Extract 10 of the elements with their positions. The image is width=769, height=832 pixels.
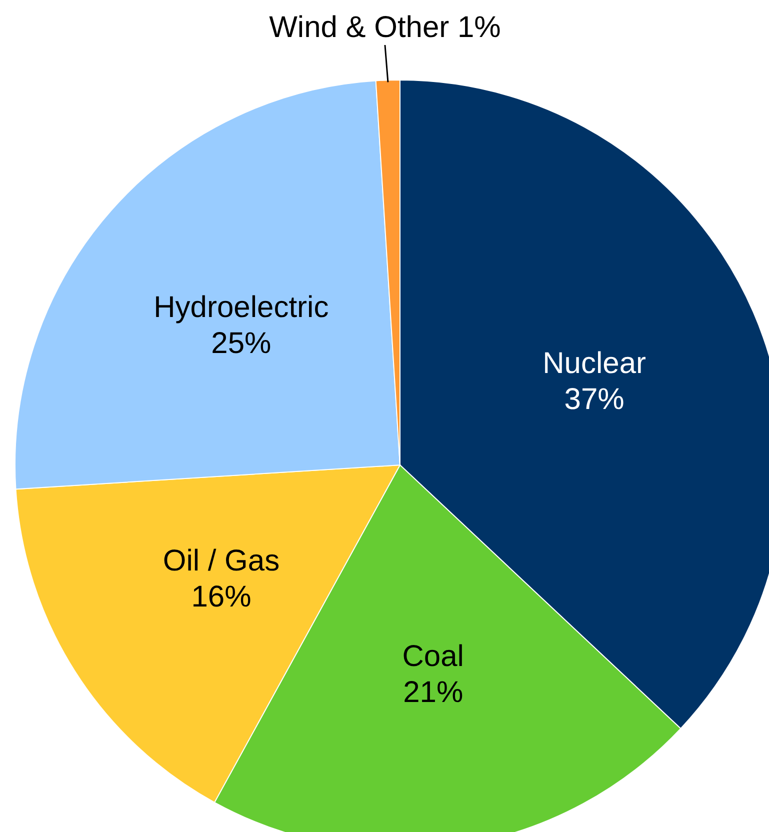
slice-label: Wind & Other xyxy=(269,11,450,44)
data-label: 1% xyxy=(457,11,501,44)
data-label: 25% xyxy=(211,326,272,360)
slice-label: Hydroelectric xyxy=(154,290,329,324)
data-label: 37% xyxy=(564,382,624,416)
data-label: 16% xyxy=(191,580,252,614)
slice-label: Nuclear xyxy=(542,346,646,380)
slice-label: Coal xyxy=(402,640,464,674)
slice-label: Oil / Gas xyxy=(162,544,280,578)
data-label: 21% xyxy=(403,676,464,710)
